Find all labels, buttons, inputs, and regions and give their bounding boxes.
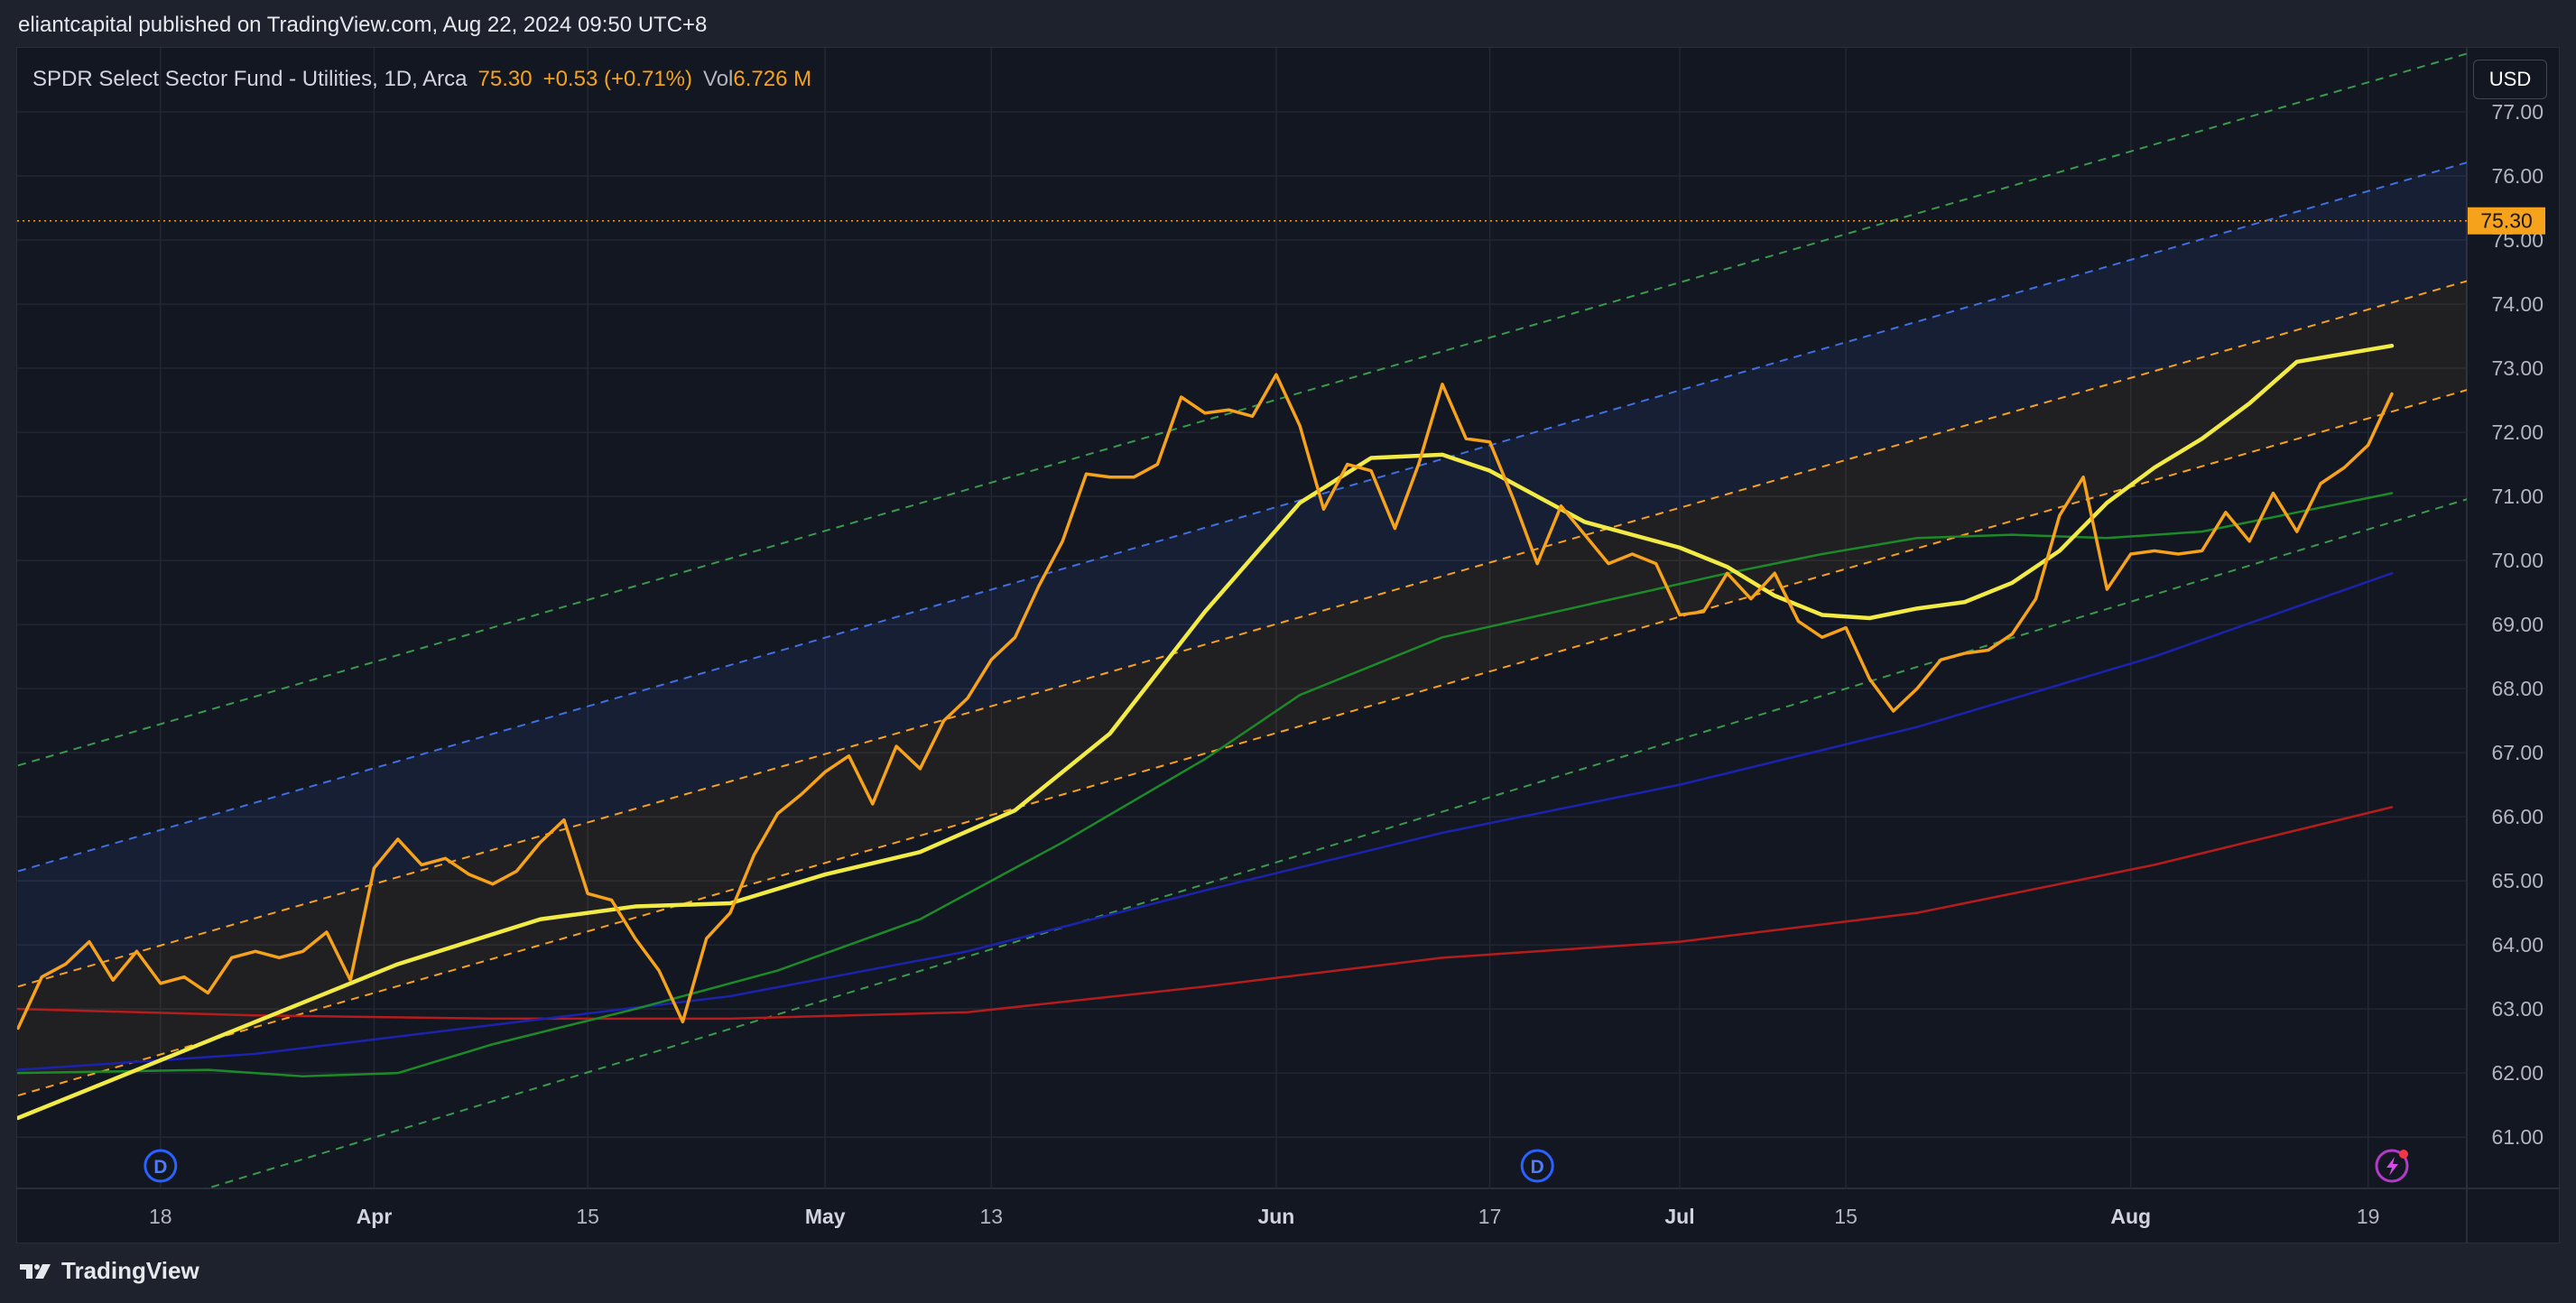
x-tick-label[interactable]: 15 [1834,1205,1858,1228]
brand-name: TradingView [61,1257,199,1284]
y-tick-label: 62.00 [2491,1061,2544,1085]
tradingview-brand[interactable]: TradingView [18,1257,199,1285]
y-tick-label: 71.00 [2491,485,2544,508]
x-tick-label[interactable]: Aug [2110,1205,2151,1228]
x-tick-label[interactable]: Apr [357,1205,393,1228]
y-tick-label: 64.00 [2491,933,2544,956]
channel-inner-upper [17,280,2467,988]
y-tick-label: 63.00 [2491,997,2544,1021]
volume-value: 6.726 M [733,67,812,91]
x-tick-label[interactable]: 18 [149,1205,172,1228]
notification-dot [2399,1150,2408,1159]
y-tick-label: 70.00 [2491,549,2544,572]
x-tick-label[interactable]: 15 [576,1205,599,1228]
y-tick-label: 73.00 [2491,356,2544,380]
dividend-marker-label: D [1531,1157,1544,1178]
lightning-glyph [2386,1157,2398,1176]
price-tag[interactable] [2468,207,2545,235]
currency-button[interactable]: USD [2473,60,2547,99]
channel-fill-inner [18,281,2467,1096]
volume-label: Vol [703,67,734,91]
y-tick-label: 74.00 [2491,292,2544,316]
indicator-line [17,806,2394,1021]
time-axis[interactable] [17,1188,2559,1243]
y-tick-label: 68.00 [2491,677,2544,700]
channel-inner-lower [17,389,2467,1096]
channel-upper-bound [17,52,2467,767]
dividend-marker-icon[interactable] [1520,1149,1554,1183]
channel-lower-bound [204,498,2467,1188]
indicator-line [17,343,2395,1121]
x-tick-label[interactable]: Jun [1257,1205,1294,1228]
last-price: 75.30 [477,67,533,91]
x-tick-label[interactable]: 19 [2357,1205,2380,1228]
dividend-marker-icon[interactable] [144,1149,178,1183]
channel-upper-line [17,162,2467,873]
x-tick-label[interactable]: May [805,1205,846,1228]
y-tick-label: 72.00 [2491,420,2544,444]
y-tick-label: 66.00 [2491,805,2544,828]
indicator-line [17,572,2394,1071]
price-change: +0.53 (+0.71%) [542,67,693,91]
publish-header: eliantcapital published on TradingView.c… [18,13,708,37]
x-tick-label[interactable]: Jul [1664,1205,1694,1228]
chart-legend: SPDR Select Sector Fund - Utilities, 1D,… [32,67,811,92]
price-axis[interactable] [2467,48,2559,1188]
y-tick-label: 69.00 [2491,613,2544,636]
y-tick-label: 76.00 [2491,164,2544,188]
dividend-marker-label: D [153,1157,167,1178]
price-line [17,373,2394,1030]
y-tick-label: 67.00 [2491,741,2544,764]
chart-frame[interactable] [16,47,2560,1243]
y-tick-label: 61.00 [2491,1125,2544,1149]
y-tick-label: 65.00 [2491,869,2544,892]
x-tick-label[interactable]: 17 [1478,1205,1502,1228]
plot-area [17,48,2467,1188]
price-tag-label: 75.30 [2480,209,2533,233]
channel-fill-upper [18,162,2467,987]
symbol-title[interactable]: SPDR Select Sector Fund - Utilities, 1D,… [32,67,468,91]
y-tick-label: 77.00 [2491,100,2544,124]
x-tick-label[interactable]: 13 [980,1205,1004,1228]
tradingview-logo-icon [20,1263,51,1279]
